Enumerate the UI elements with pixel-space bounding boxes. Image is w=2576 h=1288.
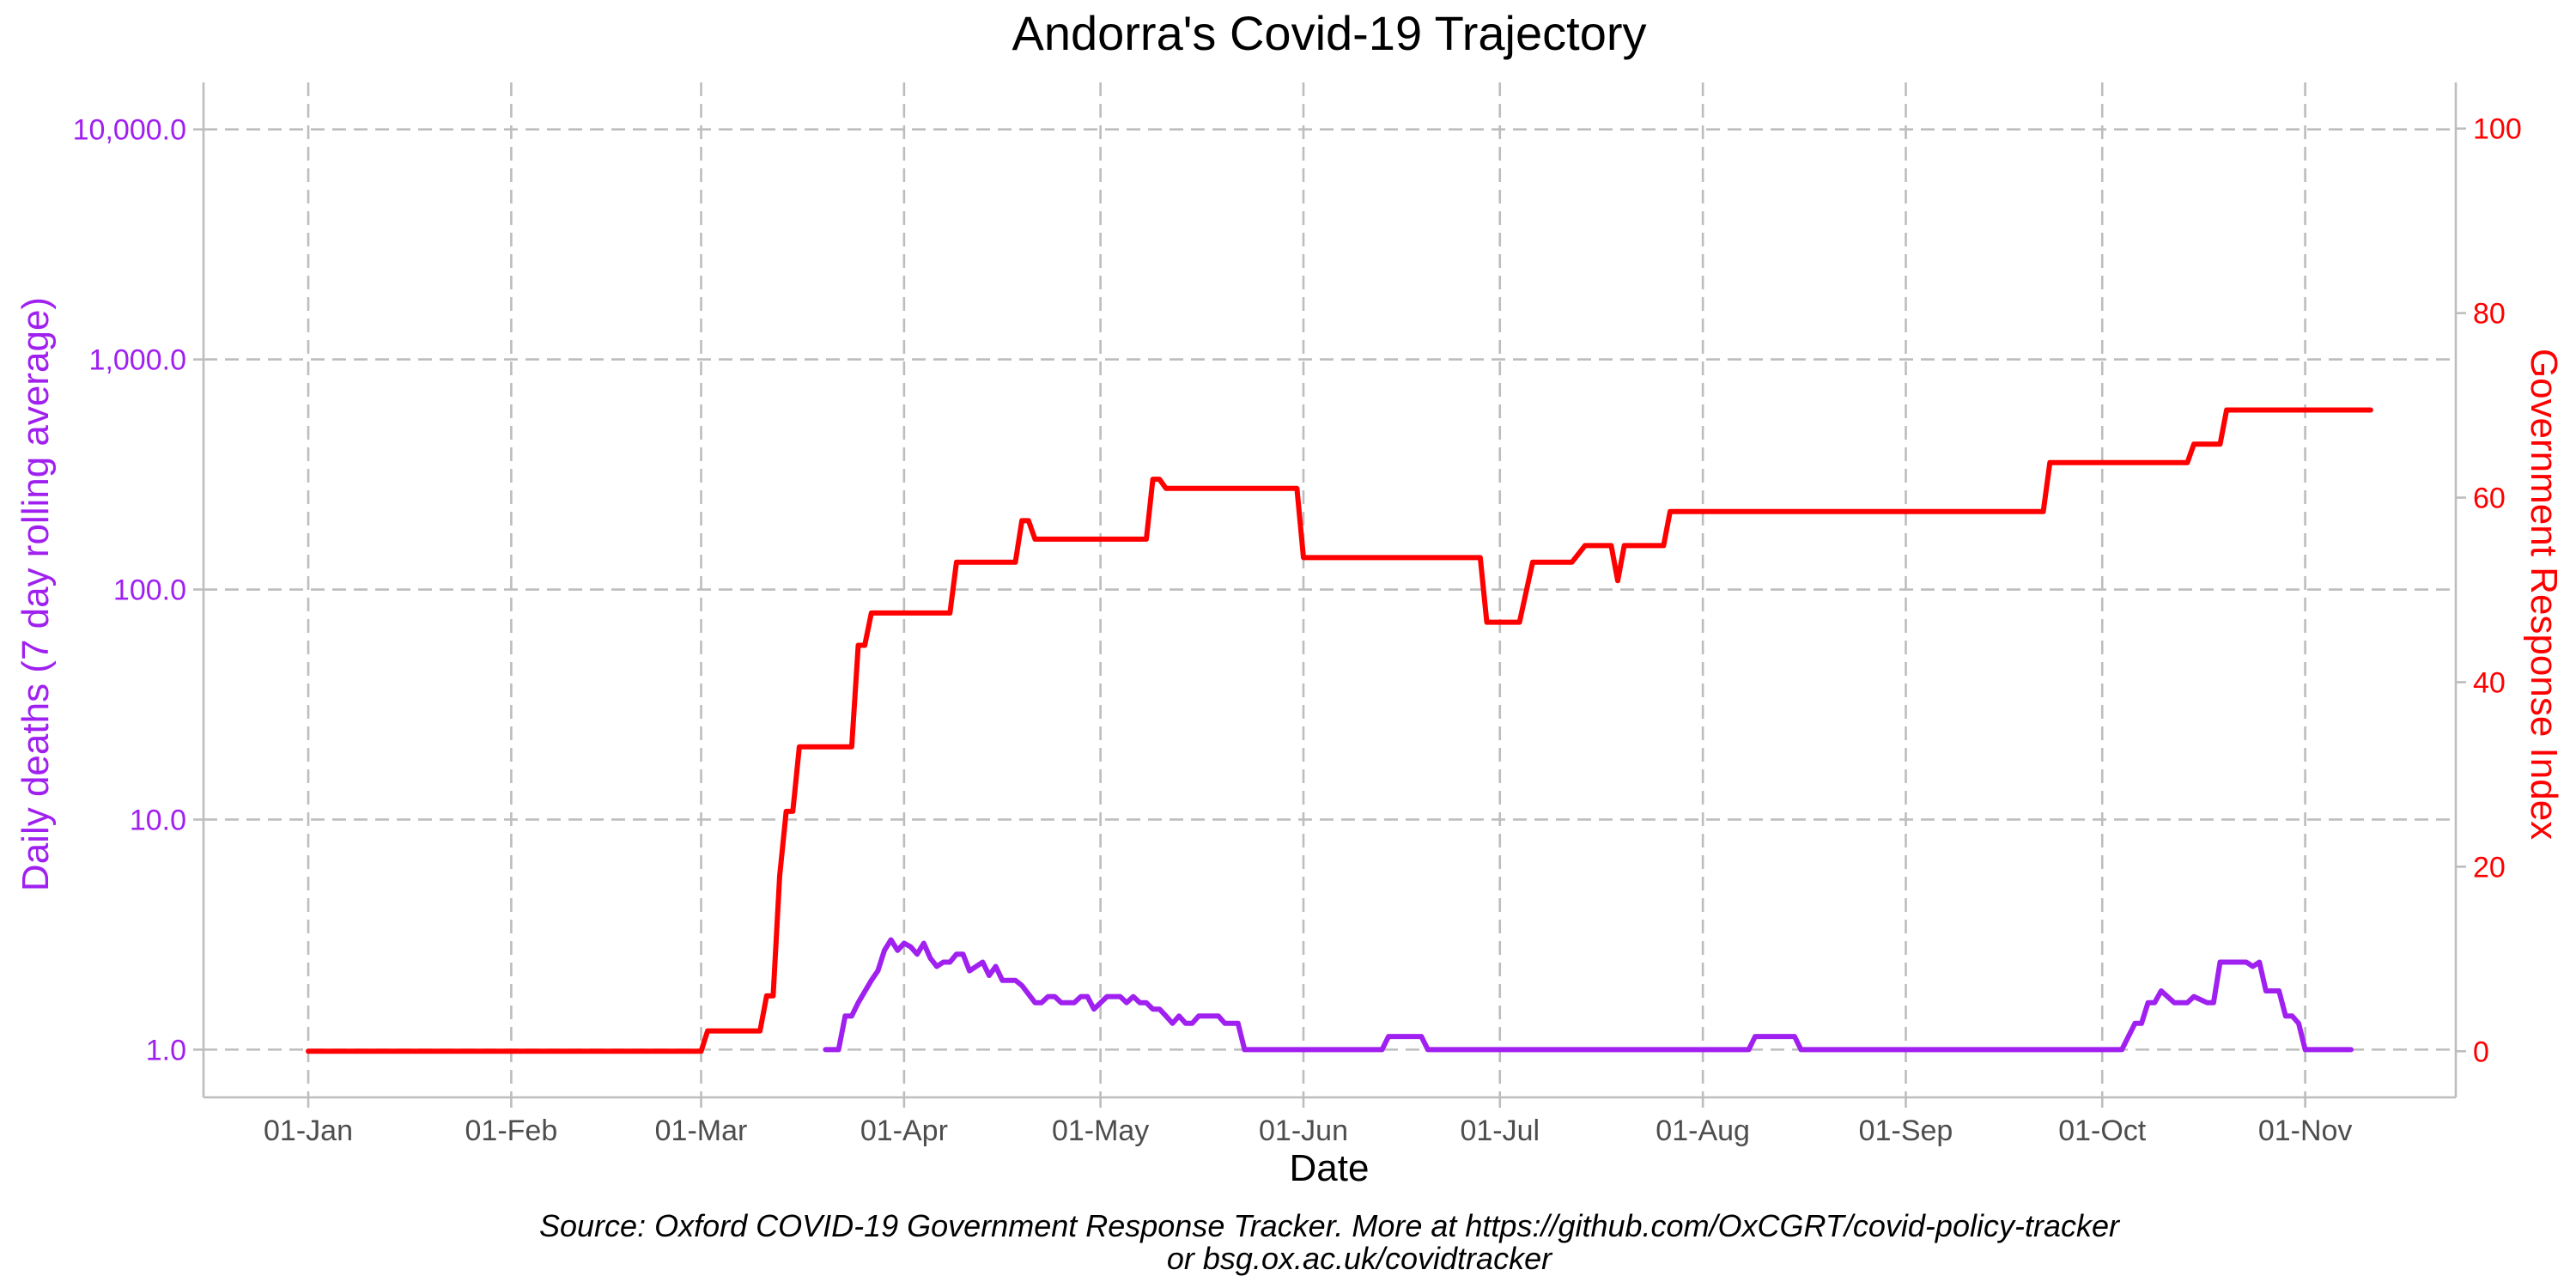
right-y-tick-label: 60 <box>2473 483 2506 515</box>
left-y-tick-label: 10.0 <box>130 804 186 836</box>
data-series <box>306 407 2373 1054</box>
x-tick-label: 01-Mar <box>655 1115 748 1147</box>
tick-labels: 01-Jan 01-Feb 01-Mar 01-Apr 01-May 01-Jun 01-J… <box>73 113 2522 1147</box>
source-caption-line2: or bsg.ox.ac.uk/covidtracker <box>1167 1241 1553 1276</box>
x-tick-label: 01-Sep <box>1859 1115 1953 1147</box>
left-y-axis-title: Daily deaths (7 day rolling average) <box>15 297 57 891</box>
right-y-tick-label: 80 <box>2473 298 2506 331</box>
x-tick-label: 01-Aug <box>1656 1115 1750 1147</box>
right-y-tick-label: 20 <box>2473 851 2506 884</box>
government-response-index-line <box>306 407 2373 1054</box>
chart-title: Andorra's Covid-19 Trajectory <box>1012 6 1647 60</box>
x-tick-label: 01-Nov <box>2258 1115 2353 1147</box>
x-tick-label: 01-Jan <box>264 1115 353 1147</box>
daily-deaths-line <box>823 937 2354 1053</box>
right-y-tick-label: 40 <box>2473 666 2506 699</box>
x-tick-label: 01-Jul <box>1460 1115 1540 1147</box>
x-tick-label: 01-Jun <box>1259 1115 1348 1147</box>
left-y-tick-label: 10,000.0 <box>73 114 186 147</box>
x-tick-label: 01-May <box>1052 1115 1149 1147</box>
grid-lines <box>204 82 2456 1097</box>
source-caption-line1: Source: Oxford COVID-19 Government Respo… <box>539 1208 2121 1243</box>
left-y-tick-label: 100.0 <box>113 574 186 607</box>
right-y-axis-title: Government Response Index <box>2523 349 2565 840</box>
x-tick-label: 01-Feb <box>465 1115 558 1147</box>
x-axis-title: Date <box>1290 1147 1370 1189</box>
right-y-tick-label: 100 <box>2473 113 2522 146</box>
left-y-tick-label: 1.0 <box>146 1034 186 1066</box>
left-y-tick-label: 1,000.0 <box>89 344 186 377</box>
x-tick-label: 01-Oct <box>2058 1115 2147 1147</box>
right-y-tick-label: 0 <box>2473 1036 2489 1068</box>
axes <box>193 82 2466 1108</box>
x-tick-label: 01-Apr <box>860 1115 948 1147</box>
